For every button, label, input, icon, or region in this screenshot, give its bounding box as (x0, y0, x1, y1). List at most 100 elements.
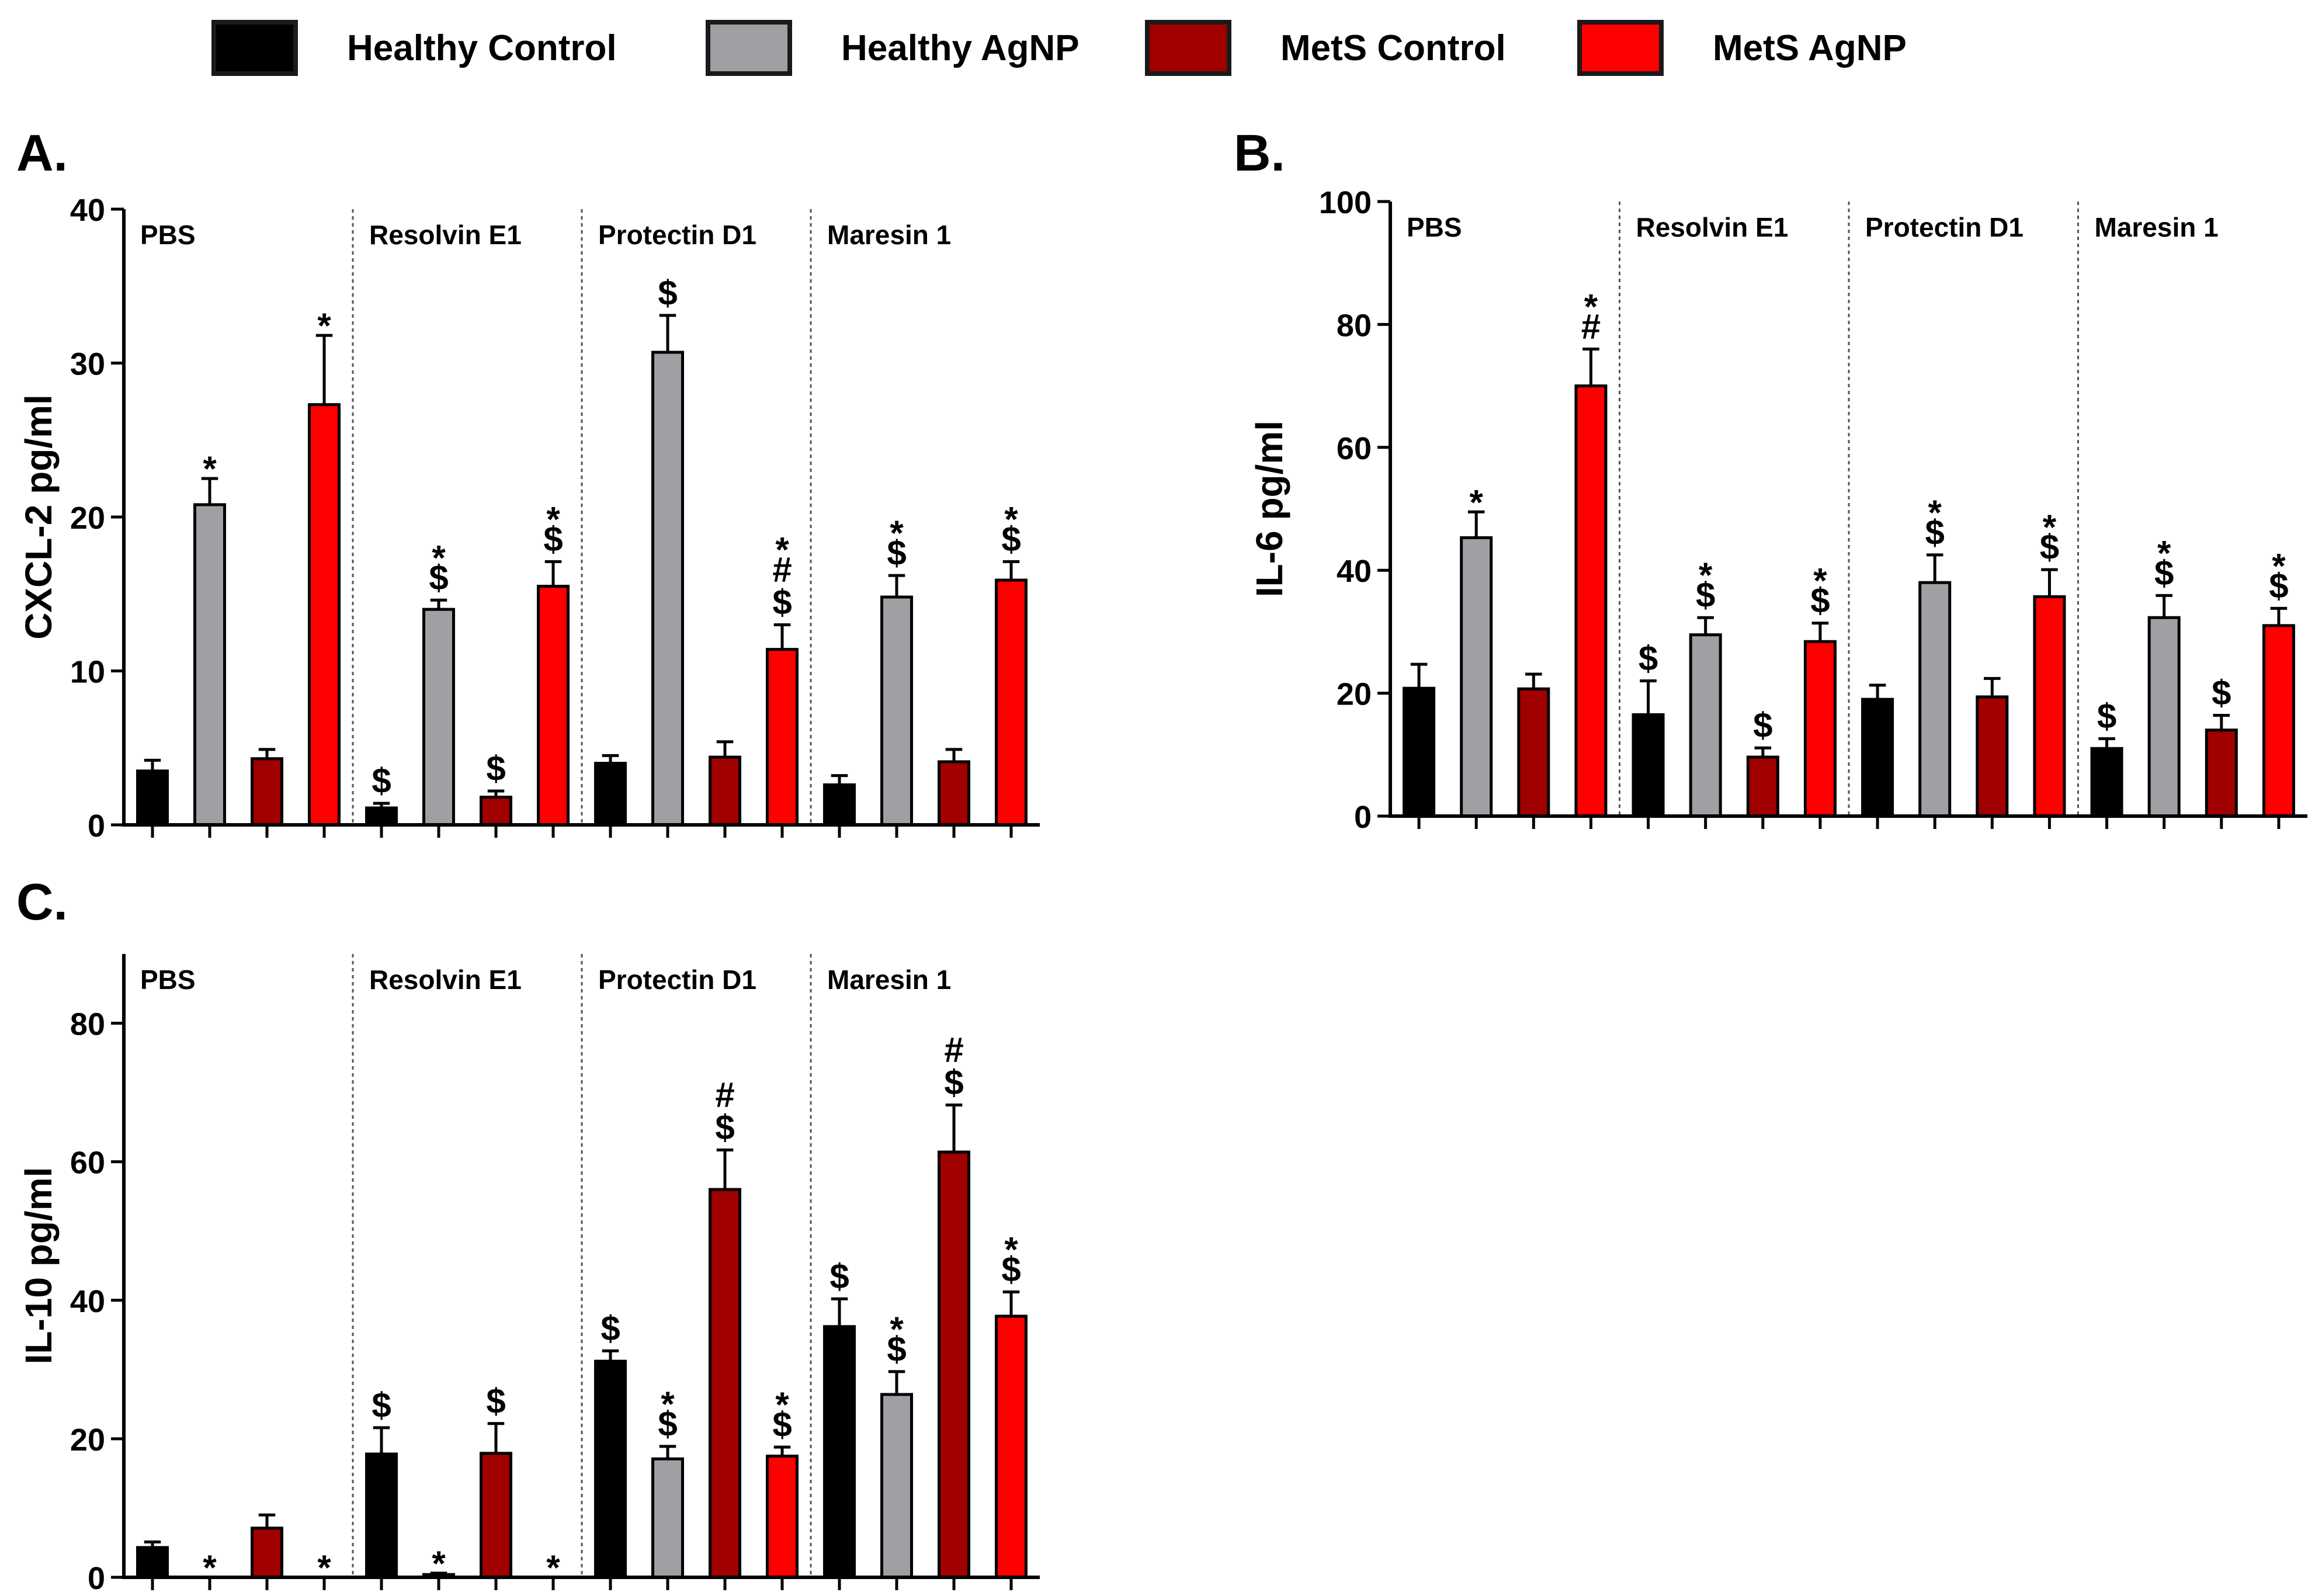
annotation-line: * (2157, 533, 2171, 573)
annotation-line: $ (1001, 519, 1021, 558)
bar (766, 648, 799, 827)
annotation-line: * (317, 306, 331, 345)
significance-annotation: * $ (772, 1385, 792, 1444)
annotation-line: $ (658, 1404, 677, 1444)
significance-annotation: * $ (887, 1310, 906, 1369)
legend-swatch-healthy-control (211, 20, 298, 76)
annotation-line: $ (829, 1257, 849, 1296)
annotation-line: * (1004, 499, 1018, 539)
significance-annotation: # $ (715, 1075, 734, 1147)
bar (1976, 695, 2009, 818)
significance-annotation: $ (658, 273, 677, 313)
significance-annotation: $ (829, 1257, 849, 1296)
y-tick-label: 0 (1354, 800, 1372, 835)
annotation-line: * (890, 514, 904, 553)
y-tick-label: 80 (1337, 308, 1372, 343)
category-label: Maresin 1 (2095, 212, 2219, 242)
annotation-line: $ (772, 582, 792, 622)
annotation-line: * (775, 530, 789, 569)
y-axis-label: CXCL-2 pg/ml (18, 394, 60, 640)
annotation-line: $ (1001, 1250, 1021, 1289)
bar (651, 1457, 684, 1579)
annotation-line: $ (2097, 696, 2116, 735)
bar (2262, 624, 2295, 818)
annotation-line: * (432, 538, 446, 577)
bar (422, 608, 455, 827)
bar (594, 762, 627, 827)
bar (251, 1526, 283, 1579)
bar (823, 1325, 856, 1579)
y-tick-label: 40 (70, 193, 105, 228)
y-tick-label: 40 (1337, 554, 1372, 589)
annotation-line: $ (1925, 513, 1945, 552)
annotation-line: # (944, 1030, 963, 1069)
significance-annotation: $ (2097, 696, 2116, 735)
chart-panel-a: A. CXCL-2 pg/ml PBS Resolvin E1 Protectin D1… (16, 124, 1040, 844)
significance-annotation: * $ (1001, 499, 1021, 558)
legend-swatch-mets-control (1145, 20, 1231, 76)
bar (995, 1314, 1028, 1579)
chart-panel-b: B. IL-6 pg/ml PBS Resolvin E1 Protectin D1 Ma… (1234, 124, 2307, 835)
annotation-line: $ (486, 749, 505, 788)
bar (1803, 640, 1837, 818)
annotation-line: $ (772, 1405, 792, 1444)
bar (1403, 686, 1436, 818)
annotation-line: * (1584, 287, 1598, 326)
significance-annotation: * $ (658, 1385, 677, 1444)
annotation-line: $ (372, 761, 391, 800)
significance-annotation: * $ (543, 499, 563, 558)
y-axis-label: IL-6 pg/ml (1248, 421, 1290, 597)
category-label: Maresin 1 (827, 964, 951, 995)
annotation-line: * (661, 1385, 675, 1424)
annotation-line: # (1581, 307, 1601, 346)
bar (136, 1546, 169, 1579)
legend: Healthy Control Healthy AgNP MetS Contro… (0, 0, 2315, 93)
annotation-line: * (546, 499, 560, 539)
annotation-line: $ (715, 1108, 734, 1147)
y-tick-label: 0 (88, 1561, 105, 1596)
annotation-line: $ (2154, 553, 2174, 592)
significance-annotation: $ (486, 1382, 505, 1421)
annotation-line: * (203, 449, 217, 488)
annotation-line: $ (2212, 673, 2231, 712)
significance-annotation: * (203, 449, 217, 488)
legend-item-healthy-control: Healthy Control (211, 18, 617, 78)
annotation-line: $ (1696, 575, 1715, 615)
annotation-line: * (1813, 561, 1827, 601)
significance-annotation: * $ (887, 514, 906, 573)
category-label: Resolvin E1 (1636, 212, 1789, 242)
annotation-line: $ (1639, 639, 1658, 678)
significance-annotation: $ (486, 749, 505, 788)
significance-annotation: * $ (429, 538, 448, 597)
bar (1632, 713, 1665, 818)
y-tick-label: 80 (70, 1007, 105, 1042)
panel-label: A. (16, 124, 68, 182)
annotation-line: * (2272, 546, 2286, 585)
annotation-line: # (772, 550, 792, 589)
y-axis-label: IL-10 pg/ml (18, 1167, 60, 1365)
significance-annotation: $ (372, 1386, 391, 1425)
bar (1574, 384, 1608, 818)
bar (938, 760, 970, 827)
significance-annotation: * $ (2040, 508, 2059, 567)
y-tick-label: 10 (70, 655, 105, 690)
y-tick-label: 30 (70, 347, 105, 382)
annotation-line: $ (887, 1330, 906, 1369)
annotation-line: * (1928, 493, 1942, 532)
annotation-line: * (1699, 556, 1713, 595)
bar (251, 757, 283, 827)
bar (2205, 728, 2238, 818)
significance-annotation: # $ (944, 1030, 963, 1102)
significance-annotation: $ (372, 761, 391, 800)
bar (1517, 687, 1550, 818)
y-tick-label: 0 (88, 809, 105, 844)
bar (880, 595, 913, 827)
y-tick-label: 20 (70, 501, 105, 536)
annotation-line: $ (429, 558, 448, 597)
bar (709, 755, 741, 827)
significance-annotation: * $ (1696, 556, 1715, 615)
legend-label-mets-control: MetS Control (1280, 27, 1506, 68)
significance-annotation: $ (1753, 706, 1772, 745)
category-label: PBS (140, 220, 196, 250)
